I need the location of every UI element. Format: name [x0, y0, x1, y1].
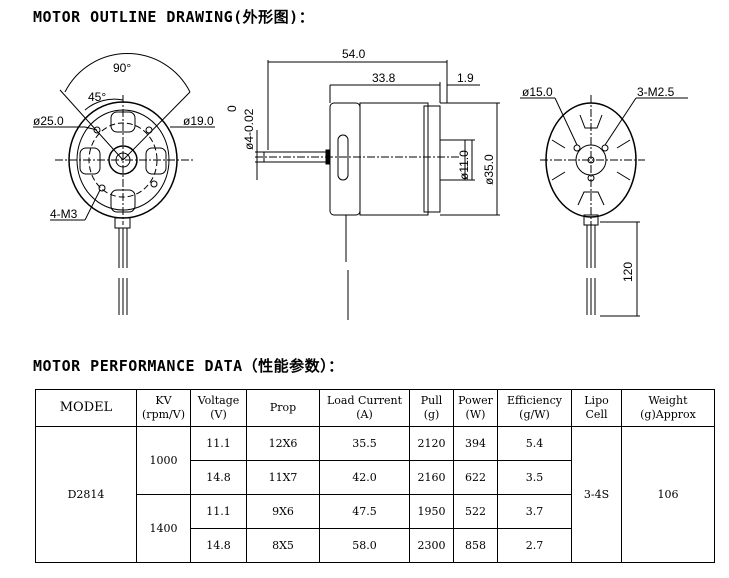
pull-cell: 2120 [409, 426, 454, 461]
angle-90-label: 90° [113, 61, 131, 75]
pull-cell: 2300 [409, 528, 454, 563]
power-cell: 622 [453, 460, 498, 495]
performance-table: MODEL KV (rpm/V) Voltage (V) Prop Load Cur… [35, 389, 715, 563]
prop-cell: 11X7 [246, 460, 320, 495]
table-row: 14.8 11X7 42.0 2160 622 3.5 [36, 460, 715, 495]
holes-label: 4-M3 [50, 207, 78, 221]
table-row: 14.8 8X5 58.0 2300 858 2.7 [36, 528, 715, 563]
boss-dia-label: ø11.0 [457, 150, 471, 180]
length-total-label: 54.0 [342, 47, 366, 61]
length-body-label: 33.8 [372, 71, 396, 85]
angle-45-label: 45° [88, 90, 106, 104]
voltage-cell: 11.1 [190, 426, 247, 461]
body-dia-label: ø35.0 [482, 154, 496, 185]
header-power: Power (W) [453, 389, 498, 427]
performance-title: MOTOR PERFORMANCE DATA（性能参数）： [33, 357, 344, 375]
table-row: 1400 11.1 9X6 47.5 1950 522 3.7 [36, 494, 715, 563]
rear-dia-label: ø15.0 [522, 85, 553, 99]
efficiency-cell: 2.7 [497, 528, 572, 563]
rear-holes-label: 3-M2.5 [637, 85, 675, 99]
pull-cell: 1950 [409, 494, 454, 529]
header-model: MODEL [35, 389, 137, 427]
voltage-cell: 11.1 [190, 494, 247, 529]
power-cell: 858 [453, 528, 498, 563]
weight-cell: 106 [621, 426, 715, 563]
table-row: D2814 1000 11.1 12X6 35.5 2120 394 5.4 3… [35, 426, 715, 563]
pull-cell: 2160 [409, 460, 454, 495]
header-kv: KV (rpm/V) [136, 389, 191, 427]
efficiency-cell: 5.4 [497, 426, 572, 461]
side-view [255, 60, 500, 320]
dia-inner-label: ø19.0 [183, 114, 214, 128]
current-cell: 42.0 [319, 460, 410, 495]
outline-title: MOTOR OUTLINE DRAWING(外形图)： [33, 8, 315, 26]
lead-length-label: 120 [621, 262, 635, 282]
kv-cell: 1000 [136, 426, 191, 495]
current-cell: 58.0 [319, 528, 410, 563]
lipo-cell: 3-4S [571, 426, 622, 563]
voltage-cell: 14.8 [190, 528, 247, 563]
dia-outer-label: ø25.0 [33, 114, 64, 128]
front-view [33, 53, 215, 315]
prop-cell: 8X5 [246, 528, 320, 563]
header-weight: Weight (g)Approx [621, 389, 715, 427]
efficiency-cell: 3.5 [497, 460, 572, 495]
shaft-dia-label: ø4-0.02 [242, 108, 256, 150]
current-cell: 47.5 [319, 494, 410, 529]
rear-view [520, 95, 688, 317]
prop-cell: 12X6 [246, 426, 320, 461]
header-lipo: Lipo Cell [571, 389, 622, 427]
table-header-row: MODEL KV (rpm/V) Voltage (V) Prop Load Cur… [35, 389, 715, 427]
shaft-tolerance-label: 0 [225, 105, 239, 112]
header-efficiency: Efficiency (g/W) [497, 389, 572, 427]
header-prop: Prop [246, 389, 320, 427]
prop-cell: 9X6 [246, 494, 320, 529]
power-cell: 522 [453, 494, 498, 529]
efficiency-cell: 3.7 [497, 494, 572, 529]
header-current: Load Current (A) [319, 389, 410, 427]
motor-outline-drawing: 90° 45° ø25.0 ø19.0 4-M3 54.0 33.8 1.9 ø… [33, 47, 688, 320]
length-flange-label: 1.9 [457, 71, 474, 85]
model-cell: D2814 [35, 426, 137, 563]
current-cell: 35.5 [319, 426, 410, 461]
header-voltage: Voltage (V) [190, 389, 247, 427]
kv-cell: 1400 [136, 494, 191, 563]
header-pull: Pull (g) [409, 389, 454, 427]
power-cell: 394 [453, 426, 498, 461]
voltage-cell: 14.8 [190, 460, 247, 495]
